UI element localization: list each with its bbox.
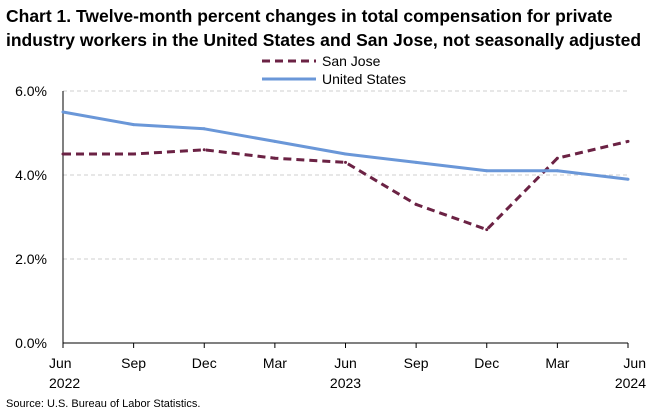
x-axis-tick-labels: Jun 2022 Sep Dec Mar Jun 2023 Sep Dec Mar Jun 2024: [49, 355, 646, 391]
data-point-united-states: [485, 169, 489, 173]
data-point-united-states: [202, 127, 206, 131]
y-tick-label: 4.0%: [15, 167, 47, 183]
legend-label-san-jose: San Jose: [322, 53, 381, 69]
data-point-san-jose: [485, 228, 489, 232]
x-tick-label: Jun: [623, 355, 646, 371]
data-series: [61, 110, 630, 232]
chart-title-line-2: industry workers in the United States an…: [6, 30, 642, 50]
data-point-united-states: [414, 160, 418, 164]
data-point-san-jose: [61, 152, 65, 156]
legend-label-united-states: United States: [322, 71, 406, 87]
data-point-san-jose: [414, 202, 418, 206]
gridlines: [63, 90, 628, 260]
source-note: Source: U.S. Bureau of Labor Statistics.: [6, 398, 201, 410]
x-tick-label: Sep: [121, 355, 146, 371]
x-tick-label: Sep: [404, 355, 429, 371]
series-line-united-states: [62, 110, 629, 181]
data-point-united-states: [132, 123, 136, 127]
data-point-united-states: [555, 169, 559, 173]
x-year-label: 2024: [615, 375, 646, 391]
chart-title-line-1: Chart 1. Twelve-month percent changes in…: [6, 6, 613, 26]
x-tick-label: Dec: [192, 355, 217, 371]
x-tick-label: Mar: [263, 355, 287, 371]
x-tick-label: Jun: [334, 355, 357, 371]
data-point-san-jose: [626, 139, 630, 143]
y-tick-label: 6.0%: [15, 83, 47, 99]
x-tick-label: Mar: [545, 355, 569, 371]
x-year-label: 2022: [49, 375, 80, 391]
data-point-san-jose: [344, 160, 347, 164]
axes: [62, 91, 629, 348]
x-tick-label: Dec: [474, 355, 499, 371]
data-point-san-jose: [273, 156, 277, 160]
y-tick-label: 2.0%: [15, 251, 47, 267]
data-point-san-jose: [555, 156, 559, 160]
data-point-united-states: [344, 152, 347, 156]
legend: San Jose United States: [262, 53, 406, 87]
data-point-san-jose: [132, 152, 136, 156]
data-point-san-jose: [202, 148, 206, 152]
data-point-united-states: [273, 139, 277, 143]
series-line-san-jose: [63, 139, 629, 232]
x-tick-label: Jun: [49, 355, 72, 371]
data-point-united-states: [626, 177, 630, 181]
data-point-united-states: [61, 110, 65, 114]
chart-title: Chart 1. Twelve-month percent changes in…: [6, 4, 666, 52]
x-year-label: 2023: [330, 375, 361, 391]
y-axis-tick-labels: 0.0% 2.0% 4.0% 6.0%: [15, 83, 47, 351]
y-tick-label: 0.0%: [15, 335, 47, 351]
